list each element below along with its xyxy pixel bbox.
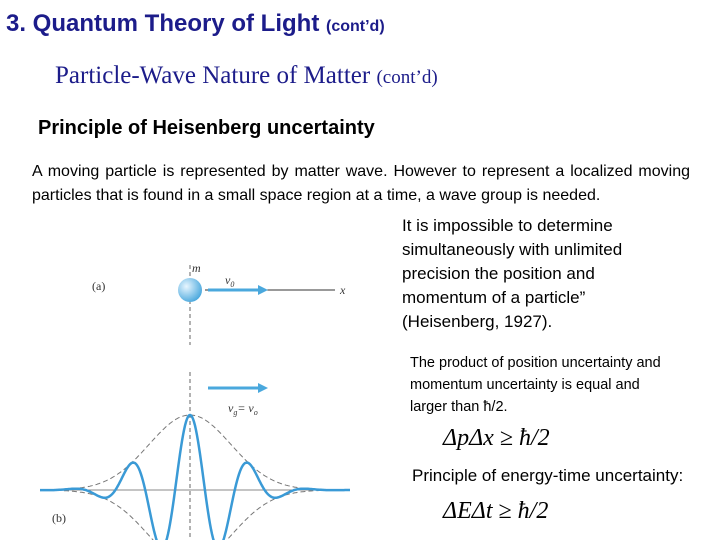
- formula: ΔpΔx ≥ ħ/2: [443, 425, 550, 451]
- quote-line: simultaneously with unlimited: [402, 240, 623, 259]
- arrow-head: [258, 383, 268, 393]
- product-line: momentum uncertainty is equal and: [410, 377, 640, 393]
- label: 0: [230, 280, 234, 289]
- heading: Principle of Heisenberg uncertainty: [38, 117, 375, 139]
- arrow-head: [258, 285, 268, 295]
- label: (b): [52, 511, 66, 525]
- subtitle: Particle-Wave Nature of Matter: [55, 62, 371, 89]
- figure: (a) m v0 x vg= vo (b): [40, 261, 350, 540]
- quote-line: It is impossible to determine: [402, 216, 613, 235]
- title-row: 3. Quantum Theory of Light (cont’d): [6, 10, 385, 38]
- formula: ΔEΔt ≥ ħ/2: [443, 498, 549, 524]
- label: v0: [225, 273, 234, 289]
- label: v: [225, 273, 231, 287]
- quote: It is impossible to determine simultaneo…: [402, 214, 622, 334]
- title-suffix: (cont’d): [326, 18, 385, 35]
- quote-line: momentum of a particle”: [402, 288, 586, 307]
- label: g: [233, 408, 237, 417]
- label: = v: [237, 401, 254, 415]
- particle: [178, 278, 202, 302]
- label: o: [254, 408, 258, 417]
- product-line: The product of position uncertainty and: [410, 355, 661, 371]
- wave-packet: [40, 413, 350, 540]
- subtitle-row: Particle-Wave Nature of Matter (cont’d): [55, 62, 438, 90]
- energy-heading: Principle of energy-time uncertainty:: [412, 466, 684, 485]
- product-line: larger than ħ/2.: [410, 399, 508, 415]
- title: 3. Quantum Theory of Light: [6, 10, 320, 37]
- paragraph: A moving particle is represented by matt…: [32, 163, 690, 204]
- label: v: [228, 401, 234, 415]
- label: x: [339, 283, 346, 297]
- label: (a): [92, 279, 105, 293]
- product-text: The product of position uncertainty and …: [410, 352, 661, 418]
- quote-line: (Heisenberg, 1927).: [402, 312, 553, 331]
- envelope: [40, 414, 350, 491]
- label: m: [192, 261, 201, 275]
- envelope: [40, 489, 350, 540]
- subtitle-suffix: (cont’d): [376, 67, 438, 88]
- label: vg= vo: [228, 401, 258, 417]
- quote-line: precision the position and: [402, 264, 595, 283]
